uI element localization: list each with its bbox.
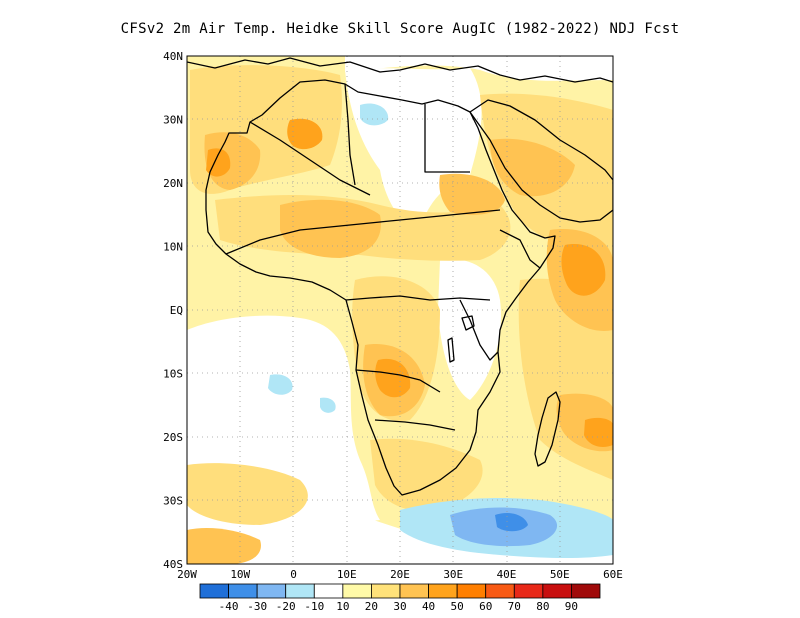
shade-lblue-sahara (360, 103, 389, 126)
skill-score-shading (187, 56, 613, 564)
colorbar-label: -30 (247, 600, 267, 613)
shade-lblue-atl2 (320, 397, 336, 413)
lat-tick-label: 10N (163, 241, 183, 254)
north-africa-border-3 (424, 104, 470, 173)
lon-tick-label: 10E (337, 568, 357, 581)
africa-coastline (187, 57, 613, 496)
shade-lorange-redsea (490, 138, 575, 197)
shade-orange-horn (561, 244, 606, 296)
lat-tick-label: 40S (163, 558, 183, 571)
colorbar-label: 80 (536, 600, 549, 613)
lat-tick-label: EQ (170, 304, 183, 317)
colorbar-label: 70 (508, 600, 521, 613)
shade-orange-westafrica (206, 148, 231, 177)
colorbar-swatch (456, 583, 487, 599)
lon-tick-label: 0 (290, 568, 297, 581)
madagascar-outline (534, 391, 561, 467)
shade-yellow-southernafrica (370, 438, 483, 512)
graticule (187, 56, 613, 564)
shade-white-med (345, 56, 613, 81)
central-africa-border (345, 295, 491, 301)
colorbar-label: 30 (393, 600, 406, 613)
southern-africa-border-2 (374, 419, 456, 431)
lat-tick-label: 20N (163, 177, 183, 190)
longitude-ticks: 20W 10W 0 10E 20E 30E 40E 50E 60E (177, 568, 623, 581)
shade-white-eastafrica (438, 259, 501, 400)
europe-coast (187, 57, 613, 83)
arabia-outline (469, 99, 613, 223)
lon-tick-label: 60E (603, 568, 623, 581)
shade-lorange-sudan (439, 173, 505, 215)
map-frame (186, 55, 614, 565)
colorbar-label: -10 (304, 600, 324, 613)
colorbar-label: 50 (451, 600, 464, 613)
lat-tick-label: 30N (163, 114, 183, 127)
colorbar-swatch (313, 583, 344, 599)
lake-tanganyika (447, 337, 455, 363)
lon-tick-label: 30E (443, 568, 463, 581)
colorbar-label: -40 (219, 600, 239, 613)
lon-tick-label: 40E (497, 568, 517, 581)
lon-tick-label: 10W (230, 568, 250, 581)
lat-tick-label: 20S (163, 431, 183, 444)
colorbar-label: 20 (365, 600, 378, 613)
colorbar-swatch (428, 583, 458, 599)
colorbar-swatch (513, 583, 544, 599)
shade-lblue-atl (268, 374, 293, 395)
lat-tick-label: 10S (163, 368, 183, 381)
colorbar-swatch (399, 583, 429, 599)
east-africa-border (459, 299, 499, 361)
colorbar-label: 60 (479, 600, 492, 613)
colorbar-swatch (256, 583, 287, 599)
shade-orange-sahara (287, 118, 323, 150)
shade-midblue-south (495, 513, 528, 532)
colorbar-swatch (342, 583, 372, 599)
lon-tick-label: 20E (390, 568, 410, 581)
colorbar-swatch (542, 583, 572, 599)
lake-victoria (461, 315, 475, 331)
shade-lorange-nigeria (280, 199, 381, 258)
colorbar-label: 40 (422, 600, 435, 613)
colorbar-swatch (285, 583, 315, 599)
lon-tick-label: 50E (550, 568, 570, 581)
shade-orange-seindian (584, 417, 613, 447)
horn-border (499, 229, 541, 269)
latitude-ticks: 40N 30N 20N 10N EQ 10S 20S 30S 40S (163, 50, 183, 571)
africa-outline (205, 79, 556, 496)
southern-africa-border-1 (355, 369, 441, 393)
lat-tick-label: 40N (163, 50, 183, 63)
shade-orange-angola (375, 358, 411, 398)
colorbar: -40 -30 -20 -10 10 20 30 40 50 60 70 80 90 (199, 583, 601, 613)
sahel-border (225, 209, 501, 255)
map-title: CFSv2 2m Air Temp. Heidke Skill Score Au… (120, 21, 680, 37)
colorbar-swatch (371, 583, 401, 599)
shade-lorange-sw (187, 528, 261, 564)
colorbar-swatch (199, 583, 229, 599)
colorbar-swatch (485, 583, 515, 599)
colorbar-label: 90 (565, 600, 578, 613)
colorbar-swatch (228, 583, 258, 599)
shade-yellow-swatl (187, 463, 308, 525)
lat-tick-label: 30S (163, 495, 183, 508)
colorbar-swatch (571, 583, 601, 599)
north-africa-border-2 (344, 83, 356, 186)
north-africa-border-1 (249, 121, 371, 196)
colorbar-label: -20 (276, 600, 296, 613)
lon-tick-label: 20W (177, 568, 197, 581)
colorbar-label: 10 (336, 600, 349, 613)
